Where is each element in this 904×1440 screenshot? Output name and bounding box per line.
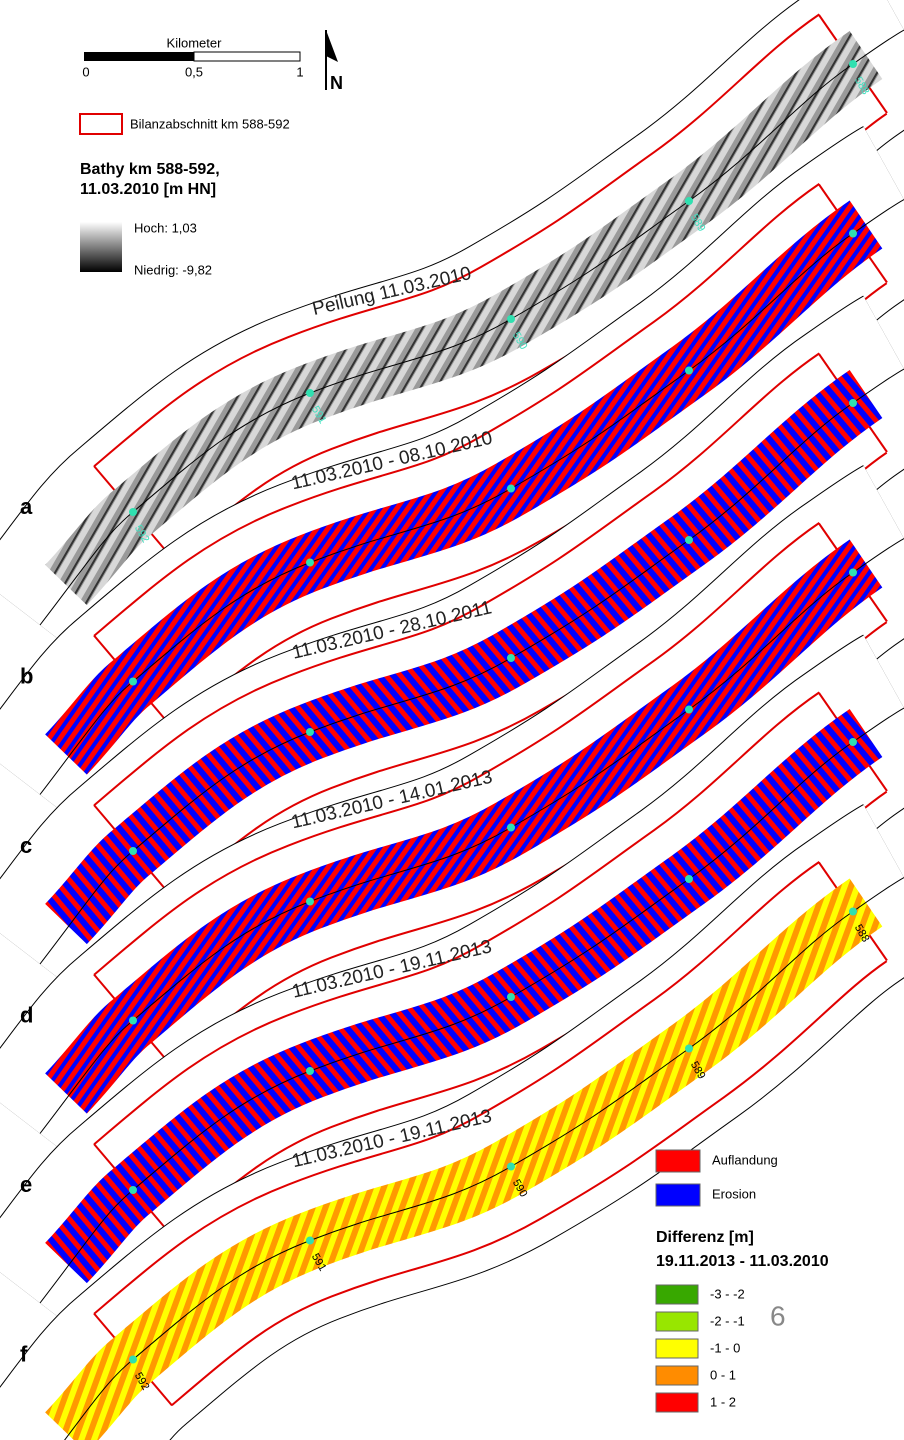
- km-marker: [306, 1067, 314, 1075]
- class-label: -3 - -2: [710, 1286, 745, 1301]
- class-swatch: [656, 1366, 698, 1385]
- class-label: -2 - -1: [710, 1313, 745, 1328]
- km-marker: [685, 1045, 693, 1053]
- north-arrow: [326, 30, 338, 62]
- boundary-label: Bilanzabschnitt km 588-592: [130, 116, 290, 131]
- km-marker: [849, 908, 857, 916]
- km-marker: [306, 389, 314, 397]
- boundary-swatch: [80, 114, 122, 134]
- class-label: Erosion: [712, 1186, 756, 1201]
- panel-letter: d: [20, 1002, 33, 1027]
- panel-letter: c: [20, 833, 32, 858]
- km-marker: [129, 1356, 137, 1364]
- bathy-title: 11.03.2010 [m HN]: [80, 181, 216, 198]
- class-label: -1 - 0: [710, 1340, 740, 1355]
- km-marker: [306, 1237, 314, 1245]
- km-marker: [507, 824, 515, 832]
- km-marker: [685, 197, 693, 205]
- km-marker: [849, 230, 857, 238]
- km-marker: [849, 60, 857, 68]
- km-marker: [129, 508, 137, 516]
- north-label: N: [330, 73, 343, 93]
- scale-bar-white: [194, 52, 300, 61]
- difference-title: Differenz [m]: [656, 1229, 754, 1246]
- km-marker: [849, 738, 857, 746]
- km-marker: [507, 654, 515, 662]
- class-label: Auflandung: [712, 1152, 778, 1167]
- panel-letter: b: [20, 663, 33, 688]
- km-marker: [129, 847, 137, 855]
- bathy-ramp: [80, 222, 122, 272]
- scale-label: 1: [296, 64, 303, 79]
- class-swatch: [656, 1312, 698, 1331]
- panel-letter: a: [20, 494, 33, 519]
- bathy-title: Bathy km 588-592,: [80, 161, 220, 178]
- km-marker: [306, 898, 314, 906]
- km-marker: [507, 485, 515, 493]
- km-marker: [306, 559, 314, 567]
- km-marker: [129, 678, 137, 686]
- km-marker: [129, 1186, 137, 1194]
- class-swatch: [656, 1285, 698, 1304]
- km-marker: [849, 569, 857, 577]
- km-marker: [129, 1017, 137, 1025]
- scale-bar-black: [84, 52, 194, 61]
- scale-title: Kilometer: [167, 35, 223, 50]
- km-marker: [507, 993, 515, 1001]
- class-swatch: [656, 1184, 700, 1206]
- scale-label: 0,5: [185, 64, 203, 79]
- map-figure: 588589590591592Peilung 11.03.2010a11.03.…: [0, 0, 904, 1440]
- scale-label: 0: [82, 64, 89, 79]
- bathy-low: Niedrig: -9,82: [134, 262, 212, 277]
- km-marker: [306, 728, 314, 736]
- class-swatch: [656, 1393, 698, 1412]
- class-swatch: [656, 1150, 700, 1172]
- difference-title: 19.11.2013 - 11.03.2010: [656, 1253, 829, 1270]
- panel-letter: f: [20, 1341, 28, 1366]
- km-marker: [685, 706, 693, 714]
- km-marker: [685, 875, 693, 883]
- panel-letter: e: [20, 1172, 32, 1197]
- class-swatch: [656, 1339, 698, 1358]
- class-label: 1 - 2: [710, 1394, 736, 1409]
- km-marker: [685, 536, 693, 544]
- km-marker: [685, 367, 693, 375]
- km-marker: [849, 399, 857, 407]
- km-marker: [507, 1163, 515, 1171]
- class-label: 0 - 1: [710, 1367, 736, 1382]
- bathy-high: Hoch: 1,03: [134, 220, 197, 235]
- page-number: 6: [770, 1300, 786, 1331]
- km-marker: [507, 315, 515, 323]
